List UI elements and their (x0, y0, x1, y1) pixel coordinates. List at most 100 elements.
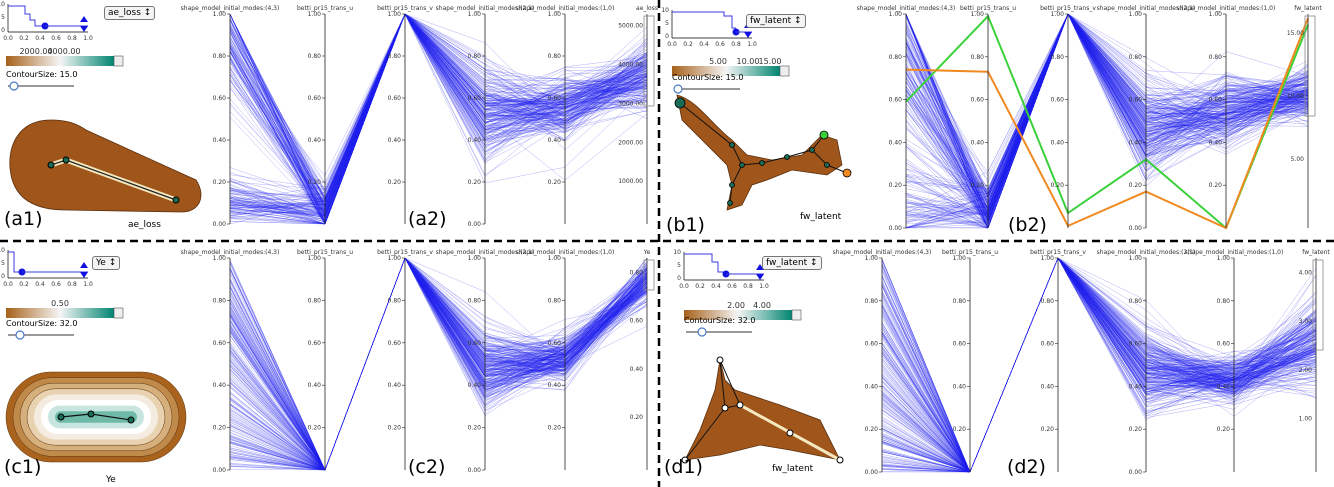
pcp-tick: 0.40 (388, 382, 402, 389)
mini-x-tick: 0.4 (699, 41, 709, 48)
contour-size-slider[interactable] (6, 330, 76, 340)
pcp-tick: 0.40 (548, 137, 562, 144)
parallel-coordinates-plot[interactable]: shape_model_initial_modes:(4,3)1.000.800… (200, 2, 650, 234)
pcp-tick: 0.80 (388, 53, 402, 60)
graph-node (843, 169, 851, 177)
graph-node (785, 155, 790, 160)
graph-node (825, 163, 830, 168)
up-down-arrow-icon[interactable] (80, 262, 88, 278)
pcp-axis-name: shape_model_initial_modes:(1,0) (1185, 249, 1284, 256)
pcp-tick: 0.60 (1217, 341, 1231, 348)
pcp-axis-name: betti_pr15_trans_v (377, 5, 433, 12)
graph-node (63, 157, 69, 163)
pcp-target-tick: 5000.00 (618, 23, 643, 30)
contour-graph[interactable] (6, 120, 206, 215)
threshold-step-chart[interactable]: 0.0 0.2 0.4 0.6 0.8 1.0 10 5 0 (0, 2, 90, 47)
legend-tick: 5.00 (709, 57, 727, 66)
variable-select[interactable]: fw_latent ↕ (762, 256, 822, 270)
graph-node (760, 161, 765, 166)
graph-node (48, 162, 54, 168)
mini-y-tick: 5 (1, 260, 5, 267)
pcp-tick: 1.00 (468, 11, 482, 18)
pcp-tick: 0.20 (1041, 426, 1055, 433)
panel-a: 0.00.20.40.60.81.01050ae_loss ↕2000.0040… (0, 0, 659, 241)
select-arrows-icon: ↕ (791, 16, 801, 26)
mini-x-tick: 0.4 (35, 35, 45, 42)
pcp-tick: 0.20 (548, 425, 562, 432)
pcp-tick: 0.80 (1129, 298, 1143, 305)
pcp-tick: 0.40 (971, 139, 985, 146)
mini-x-tick: 0.6 (51, 281, 61, 288)
graph-node (810, 148, 815, 153)
pcp-tick: 0.80 (1209, 54, 1223, 61)
variable-select[interactable]: ae_loss ↕ (104, 6, 155, 20)
pcp-tick: 0.00 (468, 221, 482, 228)
pcp-tick: 0.40 (889, 139, 903, 146)
pcp-target-tick: 3.00 (1299, 318, 1313, 325)
pcp-axis-name: betti_pr15_trans_v (1040, 5, 1096, 12)
legend-tick: 4.00 (753, 301, 771, 310)
mini-y-tick: 0 (665, 33, 669, 40)
polyline-group (230, 14, 647, 224)
pcp-tick: 1.00 (953, 255, 967, 262)
pcp-tick: 0.20 (865, 426, 879, 433)
up-down-arrow-icon[interactable] (80, 16, 88, 32)
pcp-axis-name: Ye (643, 249, 651, 256)
parallel-coordinates-plot[interactable]: shape_model_initial_modes:(4,3)1.000.800… (858, 246, 1328, 482)
pcp-tick: 1.00 (213, 255, 227, 262)
variable-select-label: fw_latent (766, 258, 807, 268)
pcp-target-tick: 0.80 (630, 269, 644, 276)
pcp-tick: 0.20 (1129, 426, 1143, 433)
graph-node (730, 143, 735, 148)
contour-size-slider[interactable] (684, 327, 754, 337)
pcp-target-tick: 0.40 (630, 366, 644, 373)
variable-select-label: Ye (96, 258, 106, 268)
pcp-tick: 0.60 (953, 341, 967, 348)
threshold-step-chart[interactable]: 0.0 0.2 0.4 0.6 0.8 1.0 10 5 0 (676, 250, 766, 295)
pcp-tick: 0.20 (308, 179, 322, 186)
contour-graph[interactable] (6, 372, 186, 462)
pcp-tick: 0.20 (953, 426, 967, 433)
pcp-tick: 0.40 (388, 137, 402, 144)
mini-x-tick: 0.4 (711, 283, 721, 290)
mini-y-tick: 0 (677, 275, 681, 282)
pcp-tick: 1.00 (1217, 255, 1231, 262)
parallel-coordinates-plot[interactable]: shape_model_initial_modes:(4,3)1.000.800… (898, 2, 1328, 238)
threshold-step-chart[interactable]: 0.0 0.2 0.4 0.6 0.8 1.0 10 5 0 (664, 8, 754, 53)
mini-x-tick: 0.2 (683, 41, 693, 48)
mini-x-tick: 0.6 (727, 283, 737, 290)
threshold-step-chart[interactable]: 0.0 0.2 0.4 0.6 0.8 1.0 10 5 0 (0, 248, 90, 293)
graph-node (722, 405, 728, 411)
pcp-axis-name: ae_loss (636, 5, 658, 12)
pcp-tick: 0.60 (308, 340, 322, 347)
mini-y-tick: 10 (673, 249, 681, 256)
contour-graph[interactable] (672, 95, 872, 215)
pcp-tick: 0.80 (1217, 298, 1231, 305)
pcp-tick: 0.60 (1051, 97, 1065, 104)
mini-x-tick: 0.8 (67, 35, 77, 42)
pcp-tick: 0.40 (1041, 383, 1055, 390)
polyline-group (230, 258, 647, 470)
variable-select-label: ae_loss (108, 8, 141, 18)
pcp-axis-name: shape_model_initial_modes:(4,3) (181, 249, 280, 256)
pcp-tick: 0.60 (1129, 341, 1143, 348)
contour-size-slider[interactable] (672, 84, 742, 94)
pcp-tick: 0.40 (1129, 383, 1143, 390)
parallel-coordinates-plot[interactable]: shape_model_initial_modes:(4,3)1.000.800… (200, 246, 650, 480)
variable-select[interactable]: Ye ↕ (92, 256, 120, 270)
contour-graph[interactable] (680, 350, 850, 470)
mini-x-tick: 1.0 (83, 35, 93, 42)
mini-x-tick: 1.0 (747, 41, 757, 48)
select-arrows-icon: ↕ (141, 8, 151, 18)
mini-y-tick: 10 (661, 7, 669, 14)
mini-x-tick: 0.0 (3, 35, 13, 42)
graph-variable-label: ae_loss (128, 220, 161, 230)
variable-select[interactable]: fw_latent ↕ (746, 14, 806, 28)
pcp-tick: 0.80 (1041, 298, 1055, 305)
graph-node (787, 430, 793, 436)
pcp-tick: 0.40 (468, 137, 482, 144)
contour-size-slider[interactable] (6, 81, 76, 91)
pcp-axis-name: fw_latent (1302, 249, 1330, 256)
pcp-tick: 0.80 (468, 297, 482, 304)
pcp-target-tick: 1.00 (1299, 416, 1313, 423)
